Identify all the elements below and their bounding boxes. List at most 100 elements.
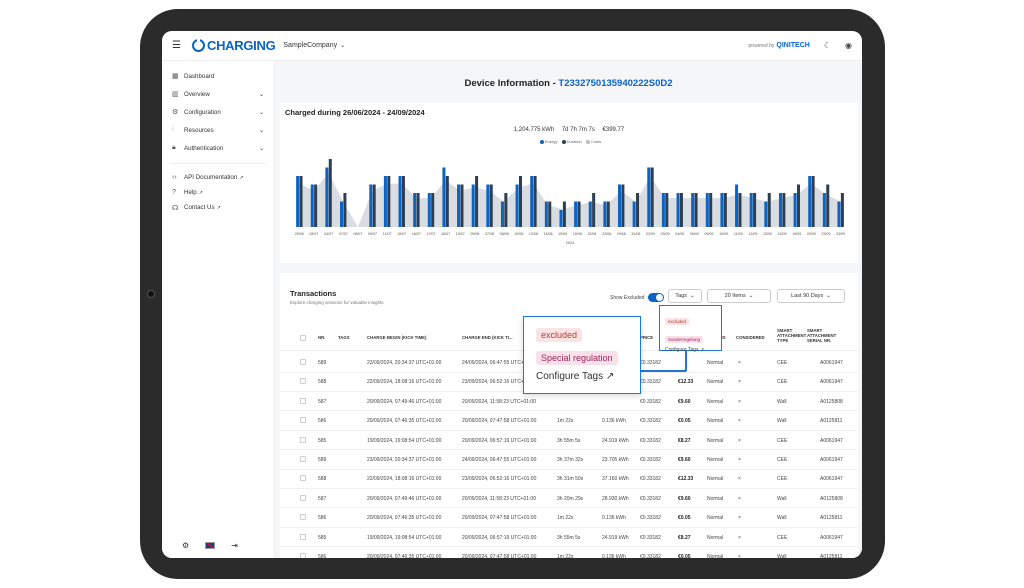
company-selector[interactable]: SampleCompany ⌄ (283, 42, 345, 49)
bar-energy[interactable] (530, 176, 534, 227)
sidebar-link-contact[interactable]: ☊ Contact Us ↗ (162, 200, 274, 215)
bar-duration[interactable] (401, 176, 405, 227)
row-checkbox[interactable] (300, 494, 306, 501)
tag-sonderregelung[interactable]: Sonderregelung (665, 336, 704, 343)
bar-duration[interactable] (504, 193, 508, 227)
bar-duration[interactable] (299, 176, 303, 227)
sidebar-link-help[interactable]: ? Help ↗ (162, 185, 274, 200)
bar-duration[interactable] (621, 184, 625, 228)
bar-duration[interactable] (314, 184, 318, 228)
bar-duration[interactable] (650, 167, 654, 228)
bar-energy[interactable] (837, 201, 841, 228)
row-checkbox[interactable] (300, 378, 306, 385)
bar-duration[interactable] (694, 193, 698, 227)
bar-duration[interactable] (387, 176, 391, 227)
bar-duration[interactable] (723, 193, 727, 227)
zoom-tag-excluded[interactable]: excluded (536, 328, 583, 342)
col-considered[interactable]: CONSIDERED (736, 335, 765, 340)
bar-energy[interactable] (544, 201, 548, 228)
zoom-configure-tags-link[interactable]: Configure Tags ↗ (536, 371, 628, 382)
bar-duration[interactable] (475, 176, 479, 227)
table-row[interactable]: 587 20/09/2024, 07:49:46 UTC+01:00 20/09/2… (280, 489, 858, 509)
legend-costs[interactable]: Costs (590, 139, 602, 144)
bar-duration[interactable] (343, 193, 347, 227)
row-checkbox[interactable] (300, 514, 306, 521)
table-row[interactable]: 588 22/09/2024, 18:08:16 UTC+01:00 23/09/2… (280, 469, 858, 489)
bar-energy[interactable] (778, 193, 782, 227)
settings-icon[interactable]: ⚙ (182, 541, 190, 550)
bar-energy[interactable] (764, 201, 768, 228)
bar-duration[interactable] (416, 193, 420, 227)
bar-energy[interactable] (457, 184, 461, 228)
bar-energy[interactable] (676, 193, 680, 227)
bar-energy[interactable] (661, 193, 665, 227)
bar-energy[interactable] (296, 176, 300, 227)
bar-duration[interactable] (665, 193, 669, 227)
bar-energy[interactable] (325, 167, 329, 228)
bar-energy[interactable] (340, 201, 344, 228)
bar-duration[interactable] (431, 193, 435, 227)
bar-energy[interactable] (383, 176, 387, 227)
sidebar-item-resources[interactable]: ⫶ Resources ⌄ (162, 121, 274, 139)
row-checkbox[interactable] (300, 456, 306, 462)
col-attachment-type[interactable]: SMART ATTACHMENT TYPE (777, 328, 807, 343)
bar-duration[interactable] (738, 193, 742, 227)
tag-excluded[interactable]: excluded (665, 318, 690, 325)
col-tags[interactable]: TAGS (338, 335, 350, 340)
bar-duration[interactable] (533, 176, 537, 227)
bar-duration[interactable] (826, 184, 830, 228)
bar-energy[interactable] (574, 201, 578, 228)
tags-dropdown[interactable]: Tags ⌄ (668, 289, 702, 303)
bar-energy[interactable] (691, 193, 695, 227)
table-row[interactable]: 586 20/09/2024, 07:46:35 UTC+01:00 20/09/2… (280, 547, 858, 558)
legend-energy[interactable]: Energy (544, 139, 558, 144)
user-icon[interactable]: ◉ (845, 41, 852, 50)
period-dropdown[interactable]: Last 90 Days ⌄ (777, 289, 845, 303)
bar-duration[interactable] (548, 201, 552, 228)
bar-energy[interactable] (735, 184, 739, 228)
bar-energy[interactable] (559, 210, 563, 227)
logo[interactable]: CHARGING (192, 38, 276, 53)
bar-energy[interactable] (822, 193, 826, 227)
bar-energy[interactable] (603, 201, 607, 228)
bar-duration[interactable] (460, 184, 464, 228)
bar-energy[interactable] (369, 184, 373, 228)
bar-duration[interactable] (636, 193, 640, 227)
configure-tags-link[interactable]: Configure Tags ↗ (665, 347, 716, 353)
bar-duration[interactable] (577, 201, 581, 228)
bar-energy[interactable] (720, 193, 724, 227)
bar-energy[interactable] (427, 193, 431, 227)
table-row[interactable]: 586 20/09/2024, 07:46:35 UTC+01:00 20/09/2… (280, 411, 858, 431)
bar-energy[interactable] (588, 201, 592, 228)
bar-energy[interactable] (471, 184, 475, 228)
table-row[interactable]: 585 19/09/2024, 19:08:54 UTC+01:00 20/09/2… (280, 528, 858, 548)
bar-energy[interactable] (500, 201, 504, 228)
row-checkbox[interactable] (300, 553, 306, 558)
bar-duration[interactable] (592, 193, 596, 227)
bar-energy[interactable] (793, 193, 797, 227)
bar-duration[interactable] (767, 193, 771, 227)
col-charge-end[interactable]: CHARGE END (KICK TI... (462, 335, 513, 340)
bar-duration[interactable] (445, 176, 449, 227)
bar-energy[interactable] (618, 184, 622, 228)
bar-energy[interactable] (442, 167, 446, 228)
row-checkbox[interactable] (300, 417, 306, 424)
table-row[interactable]: 586 20/09/2024, 07:46:35 UTC+01:00 20/09/2… (280, 508, 858, 528)
sidebar-link-api-docs[interactable]: ‹› API Documentation ↗ (162, 170, 274, 185)
col-price[interactable]: PRICE (640, 335, 654, 340)
bar-energy[interactable] (647, 167, 651, 228)
bar-duration[interactable] (328, 159, 332, 227)
table-row[interactable]: 587 20/09/2024, 07:49:46 UTC+01:00 20/09/2… (280, 392, 858, 412)
bar-duration[interactable] (796, 184, 800, 228)
bar-duration[interactable] (518, 176, 522, 227)
row-checkbox[interactable] (300, 359, 306, 365)
legend-duration[interactable]: Duration (566, 139, 582, 144)
bar-energy[interactable] (632, 201, 636, 228)
bar-energy[interactable] (486, 184, 490, 228)
dark-mode-icon[interactable]: ☾ (823, 41, 832, 50)
bar-duration[interactable] (753, 193, 757, 227)
col-nr[interactable]: NR. (318, 335, 326, 340)
bar-duration[interactable] (606, 201, 610, 228)
bar-energy[interactable] (515, 184, 519, 228)
bar-duration[interactable] (489, 184, 493, 228)
